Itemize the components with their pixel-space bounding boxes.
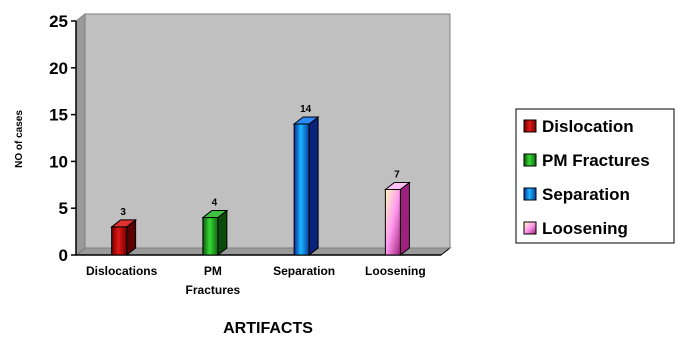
bar-side: [399, 181, 410, 257]
y-tick-label: 10: [49, 152, 68, 171]
legend-box: [515, 108, 675, 244]
bar-dislocation: [110, 218, 138, 257]
x-tick-label: PM: [204, 264, 222, 278]
legend-label: Dislocation: [542, 117, 634, 136]
bars: 3 4 14 7: [110, 104, 411, 257]
bar-front: [293, 123, 310, 256]
data-label: 3: [120, 207, 126, 218]
data-label: 14: [300, 104, 312, 115]
bar-side: [217, 209, 228, 257]
legend-swatch: [523, 119, 537, 133]
data-label: 4: [212, 198, 218, 209]
x-tick-label: Loosening: [365, 264, 426, 278]
y-tick-label: 20: [49, 59, 68, 78]
x-axis-tick-labels: Dislocations PM Fractures Separation Looseni…: [86, 264, 426, 297]
bar-top: [201, 210, 229, 219]
y-tick-label: 25: [49, 12, 68, 31]
legend-label: Loosening: [542, 219, 628, 238]
bar-pm-fractures: [201, 209, 229, 257]
bar-side: [308, 115, 319, 257]
plot-side-wall: [75, 12, 86, 257]
x-tick-label: Separation: [273, 264, 335, 278]
data-label: 7: [394, 169, 400, 180]
legend-label: PM Fractures: [542, 151, 650, 170]
bar-separation: [292, 115, 320, 257]
y-axis-title: NO of cases: [14, 110, 25, 168]
x-tick-label: Fractures: [186, 283, 241, 297]
legend-label: Separation: [542, 185, 630, 204]
x-tick-label: Dislocations: [86, 264, 158, 278]
y-tick-label: 5: [59, 199, 68, 218]
bar-top: [110, 219, 138, 228]
legend-swatch: [523, 187, 537, 201]
bar-loosening: [383, 181, 411, 257]
legend: Dislocation PM Fractures Separation Looseni…: [523, 117, 650, 238]
x-axis-title: ARTIFACTS: [223, 320, 313, 337]
legend-swatch: [523, 153, 537, 167]
legend-swatch: [523, 221, 537, 235]
bar-front: [384, 188, 401, 256]
y-axis-ticks: 0 5 10 15 20 25: [49, 12, 76, 265]
bar-top: [383, 181, 411, 190]
bar-front: [202, 217, 219, 256]
bar-front: [111, 226, 128, 256]
bar-top: [292, 116, 320, 125]
y-tick-label: 15: [49, 106, 68, 125]
y-tick-label: 0: [59, 246, 68, 265]
